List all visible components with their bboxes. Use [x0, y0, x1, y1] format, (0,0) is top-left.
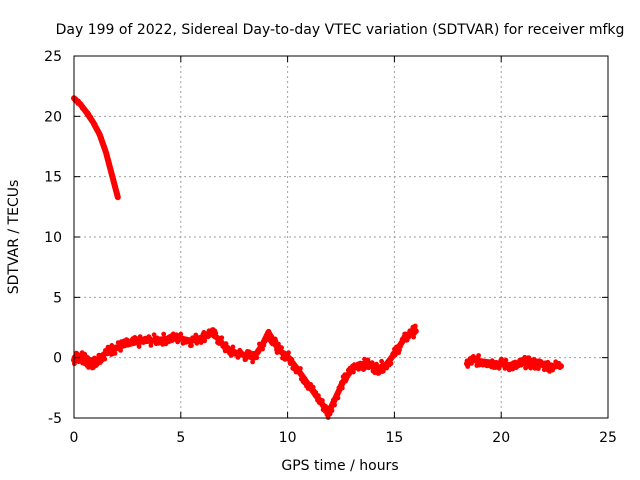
x-tick-label: 25: [599, 430, 617, 446]
data-point: [339, 380, 344, 385]
data-point: [412, 323, 418, 329]
data-point: [174, 332, 179, 338]
y-tick-label: 20: [44, 109, 62, 125]
x-tick-label: 20: [492, 430, 510, 446]
data-point: [518, 362, 524, 368]
y-tick-label: 10: [44, 230, 62, 246]
data-point: [345, 374, 350, 380]
data-point: [320, 398, 325, 403]
data-point: [214, 335, 220, 341]
data-point: [213, 331, 219, 336]
data-point: [88, 114, 94, 120]
data-point: [299, 375, 305, 380]
data-point: [99, 135, 104, 141]
data-point: [244, 354, 250, 360]
data-point: [329, 408, 335, 413]
y-tick-label: 25: [44, 49, 62, 65]
x-tick-label: 10: [279, 430, 297, 446]
data-point: [335, 395, 341, 401]
data-point: [106, 160, 111, 165]
x-axis-label: GPS time / hours: [281, 458, 398, 474]
data-point: [411, 334, 416, 340]
y-axis-ticks: -5 0 5 10 15 20 25: [44, 49, 608, 427]
y-tick-label: -5: [48, 411, 62, 427]
data-point: [112, 351, 118, 356]
data-point: [413, 328, 419, 334]
data-point: [558, 363, 564, 369]
data-point: [310, 384, 316, 390]
y-tick-label: 15: [44, 170, 62, 186]
data-point: [109, 343, 115, 348]
x-tick-label: 0: [70, 430, 79, 446]
data-point: [368, 364, 374, 370]
chart-title: Day 199 of 2022, Sidereal Day-to-day VTE…: [56, 22, 625, 38]
data-point: [332, 402, 337, 408]
data-point: [374, 364, 380, 370]
data-point: [379, 358, 384, 364]
data-point: [161, 331, 167, 337]
data-point: [189, 343, 194, 348]
data-point: [489, 358, 495, 364]
data-point: [369, 360, 375, 366]
data-point: [392, 352, 398, 358]
data-point: [251, 351, 256, 356]
data-point: [289, 357, 295, 362]
data-point: [110, 172, 115, 178]
data-point: [316, 393, 321, 398]
x-tick-label: 5: [176, 430, 185, 446]
data-point: [250, 359, 256, 365]
data-point: [339, 385, 345, 391]
data-point: [469, 361, 474, 366]
data-point: [499, 356, 504, 362]
data-point: [104, 152, 110, 157]
data-point: [254, 355, 260, 361]
data-point: [298, 366, 303, 371]
y-tick-label: 0: [53, 351, 62, 367]
data-point: [261, 342, 267, 348]
data-point: [136, 344, 142, 349]
series-line: [71, 95, 121, 201]
data-point: [524, 359, 530, 364]
y-axis-label: SDTVAR / TECUs: [6, 180, 22, 295]
gridlines: [74, 56, 608, 418]
data-point: [230, 344, 236, 350]
data-point: [178, 331, 184, 337]
data-point: [536, 366, 541, 371]
data-point: [193, 332, 199, 338]
data-point: [286, 350, 291, 356]
data-point: [496, 365, 502, 371]
x-tick-label: 15: [385, 430, 403, 446]
data-series: [71, 95, 564, 420]
data-point: [274, 350, 280, 355]
data-point: [334, 391, 340, 397]
y-tick-label: 5: [53, 290, 62, 306]
data-point: [287, 361, 293, 366]
data-point: [102, 356, 108, 362]
data-point: [186, 339, 192, 345]
data-point: [260, 346, 265, 352]
data-point: [256, 349, 261, 355]
data-point: [476, 353, 481, 358]
data-point: [351, 369, 356, 375]
data-point: [503, 357, 509, 363]
data-point: [219, 335, 225, 341]
data-point: [388, 361, 394, 366]
data-point: [115, 194, 121, 200]
data-point: [223, 341, 229, 347]
data-point: [148, 343, 154, 348]
data-point: [279, 345, 284, 351]
data-point: [202, 338, 208, 344]
x-axis-ticks: 0 5 10 15 20 25: [70, 56, 617, 446]
data-point: [263, 338, 269, 343]
data-point: [118, 348, 123, 353]
